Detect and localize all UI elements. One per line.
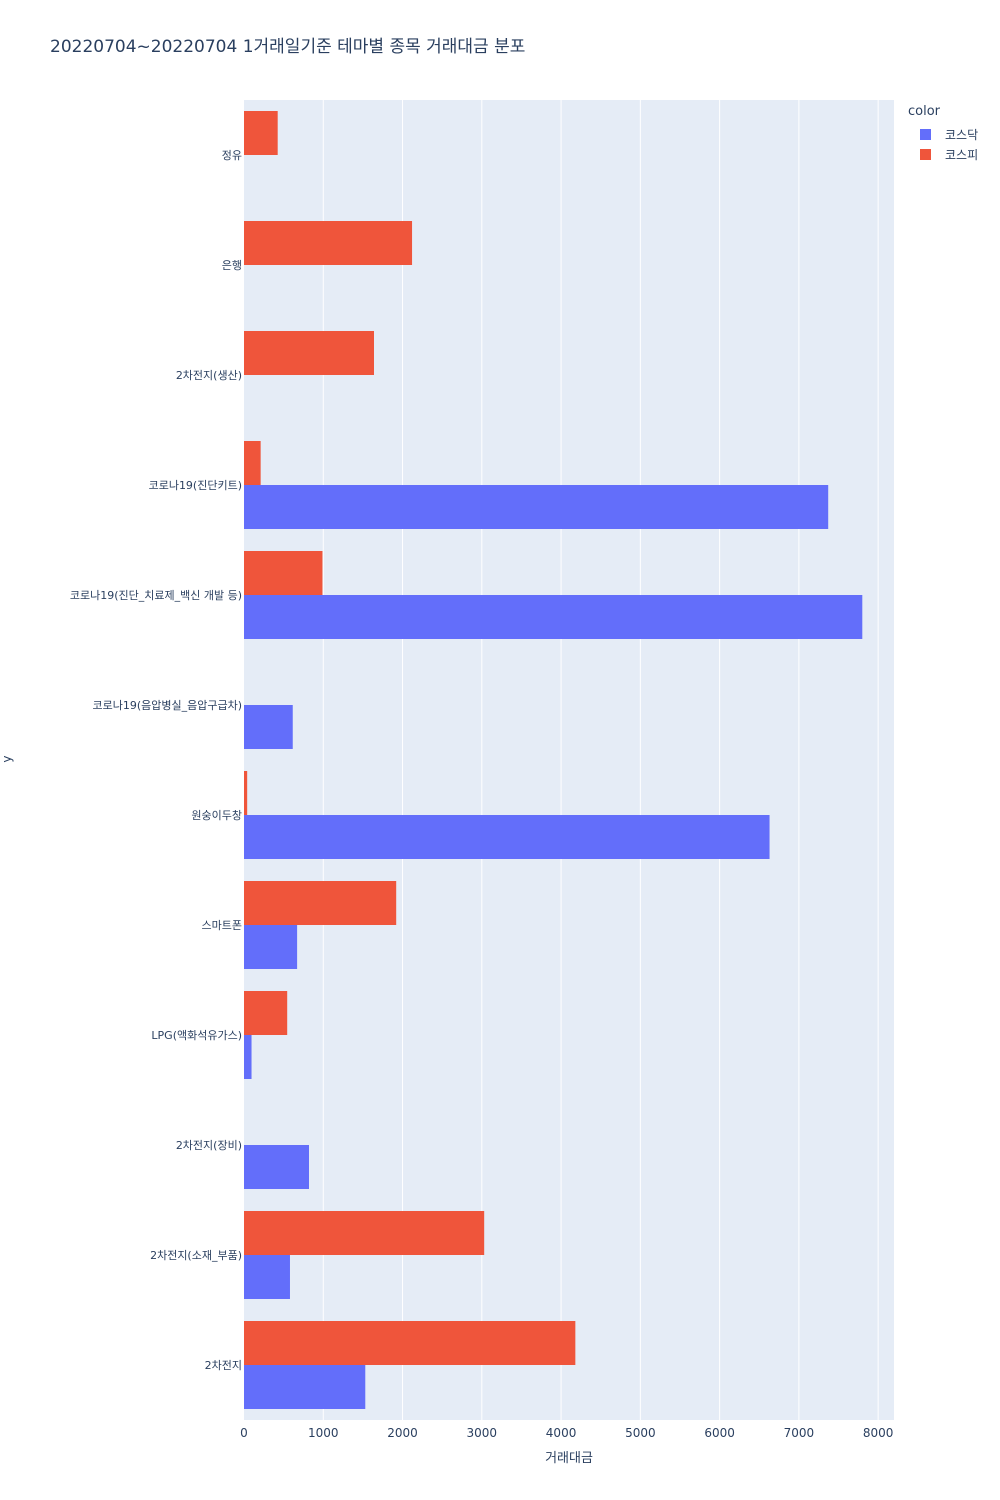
bar-kosdaq[interactable] [244,1255,290,1299]
y-tick-label: 정유 [222,149,242,162]
bar-kospi[interactable] [244,771,248,815]
x-tick-label: 5000 [625,1426,656,1440]
bars [244,111,863,1409]
y-tick-label: 은행 [222,259,242,272]
x-tick-label: 3000 [467,1426,498,1440]
legend-swatch-kosdaq [920,128,931,140]
plot-background [244,100,894,1420]
legend-swatch-kospi [920,148,931,160]
legend-label-kosdaq: 코스닥 [945,127,979,142]
grid-lines [322,100,879,1420]
y-tick-label: 스마트폰 [202,919,242,932]
chart-title: 20220704~20220704 1거래일기준 테마별 종목 거래대금 분포 [50,37,526,57]
bar-kosdaq[interactable] [244,1145,309,1189]
x-tick-label: 6000 [704,1426,735,1440]
bar-kosdaq[interactable] [244,815,770,859]
y-tick-label: 2차전지(생산) [176,369,242,382]
x-tick-label: 7000 [784,1426,815,1440]
x-axis-label: 거래대금 [545,1451,593,1466]
y-tick-label: 코로나19(진단_치료제_백신 개발 등) [70,589,242,602]
y-tick-label: 2차전지 [205,1359,242,1372]
bar-kospi[interactable] [244,331,374,375]
legend: color 코스닥 코스피 [908,104,978,164]
x-tick-label: 2000 [387,1426,418,1440]
legend-item-kosdaq[interactable]: 코스닥 [920,124,978,144]
x-tick-labels: 0 1000 2000 3000 4000 5000 6000 7000 8000 [240,1426,893,1440]
bar-kospi[interactable] [244,1321,576,1365]
x-tick-label: 4000 [546,1426,577,1440]
bar-kospi[interactable] [244,991,288,1035]
legend-label-kospi: 코스피 [945,147,979,162]
bar-kosdaq[interactable] [244,1035,252,1079]
y-axis-label: y [0,755,14,763]
x-tick-label: 0 [240,1426,248,1440]
legend-item-kospi[interactable]: 코스피 [920,144,978,164]
bar-kospi[interactable] [244,221,413,265]
bar-kosdaq[interactable] [244,925,298,969]
bar-kospi[interactable] [244,1211,485,1255]
x-tick-label: 1000 [308,1426,339,1440]
bar-kosdaq[interactable] [244,485,829,529]
y-tick-labels: 2차전지 2차전지(소재_부품) 2차전지(장비) LPG(액화석유가스) 스마트폰 원숭… [70,149,242,1372]
bar-kospi[interactable] [244,441,261,485]
y-tick-label: 코로나19(진단키트) [149,479,242,492]
y-tick-label: 코로나19(음압병실_음압구급차) [92,699,242,712]
y-tick-label: 2차전지(장비) [176,1139,242,1152]
y-tick-label: LPG(액화석유가스) [151,1029,242,1042]
bar-kospi[interactable] [244,111,278,155]
bar-kosdaq[interactable] [244,705,293,749]
legend-title: color [908,104,941,119]
bar-kospi[interactable] [244,881,397,925]
bar-kosdaq[interactable] [244,1365,366,1409]
bar-kospi[interactable] [244,551,323,595]
y-tick-label: 원숭이두창 [191,809,242,822]
x-tick-label: 8000 [863,1426,894,1440]
y-tick-label: 2차전지(소재_부품) [150,1249,242,1262]
bar-kosdaq[interactable] [244,595,863,639]
